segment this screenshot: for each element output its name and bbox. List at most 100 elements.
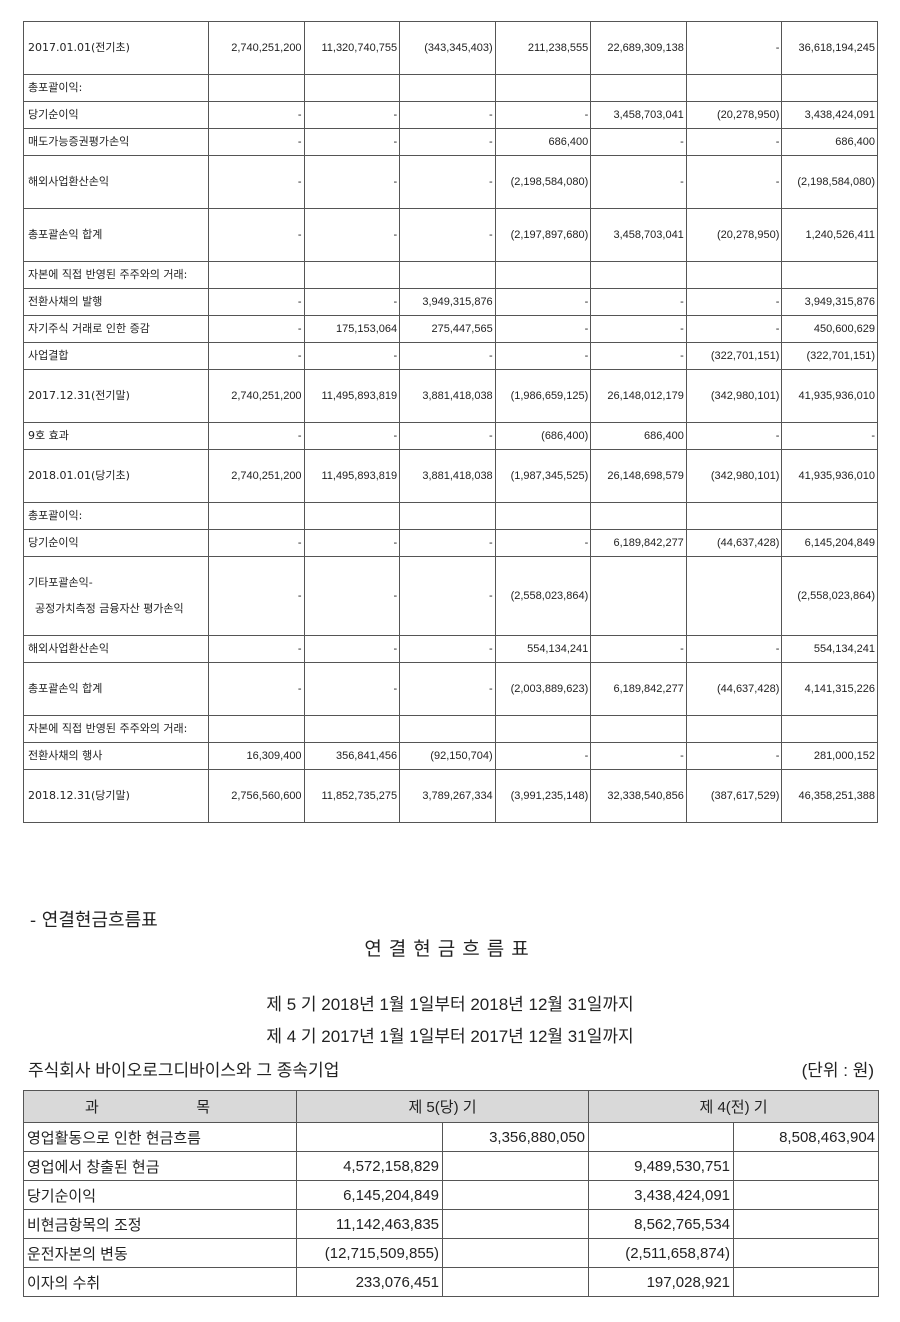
table-row: 자본에 직접 반영된 주주와의 거래:	[23, 261, 878, 289]
value-cell: 3,789,267,334	[399, 769, 496, 823]
value-cell: -	[685, 155, 783, 209]
table-row: 총포괄손익 합계 - - - (2,197,897,680) 3,458,703,041(…	[23, 208, 878, 262]
table-row: 당기순이익 6,145,204,849 3,438,424,091	[23, 1180, 880, 1210]
value-cell: -	[685, 21, 783, 75]
row-label: 기타포괄손익- 공정가치측정 금융자산 평가손익	[23, 556, 209, 636]
value-cell: (2,511,658,874)	[588, 1238, 735, 1268]
table-row: 자본에 직접 반영된 주주와의 거래:	[23, 715, 878, 743]
value-cell: -	[590, 342, 687, 370]
value-cell	[590, 261, 687, 289]
value-cell: (2,003,889,623)	[494, 662, 592, 716]
value-cell: -	[208, 315, 305, 343]
row-label: 비현금항목의 조정	[23, 1209, 297, 1239]
value-cell: -	[208, 155, 305, 209]
value-cell	[441, 1180, 590, 1210]
value-cell: -	[590, 742, 687, 770]
value-cell: 554,134,241	[781, 635, 878, 663]
table-row: 해외사업환산손익 - - -554,134,241- -554,134,241	[23, 635, 878, 663]
value-cell	[399, 74, 496, 102]
value-cell	[208, 261, 305, 289]
value-cell	[441, 1209, 590, 1239]
value-cell: -	[303, 342, 401, 370]
table-row: 비현금항목의 조정 11,142,463,835 8,562,765,534	[23, 1209, 880, 1239]
value-cell: 4,141,315,226	[781, 662, 878, 716]
value-cell: -	[685, 128, 783, 156]
value-cell: 11,495,893,819	[303, 369, 401, 423]
value-cell	[781, 261, 878, 289]
equity-changes-table: 2017.01.01(전기초) 2,740,251,200 11,320,740,7…	[23, 21, 878, 823]
value-cell: -	[685, 635, 783, 663]
table-row: 2017.01.01(전기초) 2,740,251,200 11,320,740,7…	[23, 21, 878, 75]
row-label: 자기주식 거래로 인한 증감	[23, 315, 209, 343]
value-cell: 41,935,936,010	[781, 369, 878, 423]
value-cell: (2,198,584,080)	[781, 155, 878, 209]
value-cell	[733, 1180, 880, 1210]
value-cell: 2,740,251,200	[208, 449, 305, 503]
value-cell: (686,400)	[494, 422, 592, 450]
value-cell: 356,841,456	[303, 742, 401, 770]
value-cell: 36,618,194,245	[781, 21, 878, 75]
value-cell: -	[590, 315, 687, 343]
value-cell	[733, 1267, 880, 1297]
value-cell: -	[685, 742, 783, 770]
value-cell	[590, 556, 687, 636]
value-cell: 6,189,842,277	[590, 662, 687, 716]
value-cell: 8,562,765,534	[588, 1209, 735, 1239]
row-label: 당기순이익	[23, 1180, 297, 1210]
value-cell: -	[208, 529, 305, 557]
table-row: 전환사채의 발행 - -3,949,315,876- - -3,949,315,876	[23, 288, 878, 316]
value-cell: -	[303, 208, 401, 262]
value-cell: -	[590, 128, 687, 156]
value-cell: -	[399, 342, 496, 370]
value-cell: 554,134,241	[494, 635, 592, 663]
value-cell	[441, 1238, 590, 1268]
table-row: 총포괄이익:	[23, 502, 878, 530]
value-cell: 3,881,418,038	[399, 369, 496, 423]
value-cell: -	[303, 101, 401, 129]
value-cell: -	[399, 208, 496, 262]
value-cell: (1,986,659,125)	[494, 369, 592, 423]
value-cell: 32,338,540,856	[590, 769, 687, 823]
value-cell: -	[303, 662, 401, 716]
value-cell: 3,458,703,041	[590, 208, 687, 262]
value-cell	[494, 261, 592, 289]
row-label: 당기순이익	[23, 529, 209, 557]
value-cell: (2,197,897,680)	[494, 208, 592, 262]
value-cell: (342,980,101)	[685, 449, 783, 503]
value-cell	[590, 74, 687, 102]
period-prior: 제 4 기 2017년 1월 1일부터 2017년 12월 31일까지	[266, 1027, 634, 1046]
value-cell: -	[590, 155, 687, 209]
value-cell	[733, 1209, 880, 1239]
value-cell: (92,150,704)	[399, 742, 496, 770]
value-cell: -	[494, 315, 592, 343]
value-cell	[208, 502, 305, 530]
value-cell	[208, 715, 305, 743]
value-cell: -	[590, 635, 687, 663]
value-cell: -	[208, 662, 305, 716]
value-cell	[781, 715, 878, 743]
table-row: 영업활동으로 인한 현금흐름 3,356,880,050 8,508,463,904	[23, 1122, 880, 1152]
value-cell: (20,278,950)	[685, 208, 783, 262]
row-label: 총포괄이익:	[23, 74, 209, 102]
table-row: 운전자본의 변동 (12,715,509,855) (2,511,658,874)	[23, 1238, 880, 1268]
value-cell: 175,153,064	[303, 315, 401, 343]
value-cell: -	[494, 288, 592, 316]
value-cell: -	[399, 422, 496, 450]
table-row: 이자의 수취 233,076,451 197,028,921	[23, 1267, 880, 1297]
row-label: 사업결합	[23, 342, 209, 370]
value-cell: -	[399, 556, 496, 636]
value-cell: (44,637,428)	[685, 662, 783, 716]
value-cell	[685, 556, 783, 636]
value-cell: 3,356,880,050	[441, 1122, 590, 1152]
value-cell	[399, 715, 496, 743]
value-cell: 3,949,315,876	[781, 288, 878, 316]
value-cell: -	[399, 128, 496, 156]
value-cell	[733, 1151, 880, 1181]
value-cell	[208, 74, 305, 102]
value-cell: -	[208, 128, 305, 156]
value-cell	[685, 502, 783, 530]
value-cell: (2,558,023,864)	[781, 556, 878, 636]
value-cell	[685, 715, 783, 743]
value-cell: (12,715,509,855)	[296, 1238, 443, 1268]
value-cell	[399, 502, 496, 530]
